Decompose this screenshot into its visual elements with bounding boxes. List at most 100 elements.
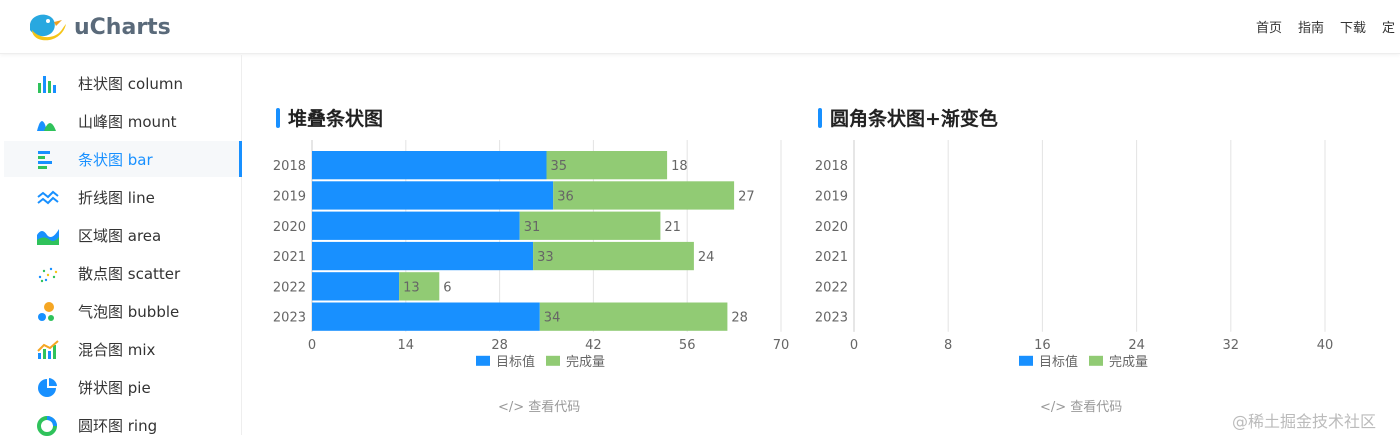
legend-label-completed: 完成量 [1109, 355, 1148, 370]
data-label-target: 36 [557, 189, 574, 204]
data-label-target: 33 [537, 250, 554, 265]
sidebar-item-mix[interactable]: 混合图 mix [4, 331, 242, 367]
data-label-completed: 21 [664, 220, 681, 235]
sidebar-item-mount[interactable]: 山峰图 mount [4, 103, 242, 139]
x-tick-label: 42 [585, 338, 602, 353]
y-tick-label: 2019 [815, 189, 848, 204]
data-label-completed: 24 [698, 250, 715, 265]
sidebar-item-label: 区域图 area [78, 227, 162, 245]
mix-chart-icon [37, 340, 59, 359]
bar-target [854, 243, 1243, 255]
sidebar-item-label: 柱状图 column [78, 75, 183, 93]
sidebar-item-label: 混合图 mix [78, 341, 156, 359]
bar-target [854, 213, 1219, 225]
x-tick-label: 16 [1034, 338, 1051, 353]
legend-label-target: 目标值 [496, 354, 535, 370]
sidebar-item-column[interactable]: 柱状图 column [4, 65, 242, 101]
bar-target [854, 152, 1266, 164]
legend-swatch-target [476, 355, 490, 366]
bar-completed [553, 181, 735, 210]
sidebar-item-area[interactable]: 区域图 area [4, 217, 242, 253]
data-label-target: 31 [524, 220, 541, 235]
chart-title-text: 圆角条状图+渐变色 [830, 108, 998, 130]
top-nav: 首页 指南 下载 定 [1256, 17, 1400, 36]
app-name: uCharts [74, 14, 171, 40]
view-code-link-gradient[interactable]: </> 查看代码 [1040, 400, 1123, 415]
data-label-target: 34 [544, 311, 561, 326]
nav-home[interactable]: 首页 [1256, 21, 1283, 36]
y-tick-label: 2022 [273, 280, 306, 295]
y-tick-label: 2023 [815, 311, 848, 326]
title-accent-bar [276, 107, 280, 128]
y-tick-label: 2020 [815, 220, 848, 235]
y-tick-label: 2021 [273, 250, 306, 265]
x-tick-label: 28 [491, 338, 508, 353]
sidebar-item-label: 山峰图 mount [78, 113, 177, 131]
x-tick-label: 14 [398, 338, 415, 353]
data-label-target: 35 [551, 159, 568, 174]
sidebar-item-label: 条状图 bar [78, 151, 153, 169]
x-tick-label: 0 [308, 338, 316, 353]
y-tick-label: 2022 [815, 280, 848, 295]
y-tick-label: 2023 [273, 311, 306, 326]
data-label-completed: 28 [731, 311, 748, 326]
bar-completed [546, 151, 668, 180]
chart-title-gradient: 圆角条状图+渐变色 [818, 104, 998, 131]
bird-logo-icon [30, 14, 66, 41]
nav-more[interactable]: 定 [1382, 21, 1396, 36]
ring-chart-icon [37, 416, 57, 436]
bar-target [854, 182, 1278, 194]
bar-completed [854, 318, 1184, 330]
column-chart-icon [38, 76, 56, 93]
sidebar-item-pie[interactable]: 饼状图 pie [4, 369, 242, 405]
sidebar-item-bar[interactable]: 条状图 bar [4, 141, 242, 177]
legend-label-target: 目标值 [1039, 354, 1078, 370]
data-label-completed: 27 [738, 189, 755, 204]
logo[interactable]: uCharts [26, 8, 171, 46]
bar-completed [854, 257, 1137, 269]
view-code-link-stacked[interactable]: </> 查看代码 [498, 400, 581, 415]
bar-target [312, 181, 554, 210]
sidebar-item-label: 饼状图 pie [78, 379, 151, 397]
bar-chart-icon [38, 151, 52, 169]
stacked-bar-chart: 0 14 28 42 56 70 2018 35 18 2019 36 27 2020 31 21 2021 3… [273, 140, 789, 370]
chart-title-text: 堆叠条状图 [288, 108, 384, 130]
x-tick-label: 56 [679, 338, 696, 353]
legend-swatch-completed [1089, 355, 1103, 366]
bar-completed [533, 241, 694, 271]
bar-target [312, 241, 534, 271]
scatter-chart-icon [38, 267, 58, 283]
bar-target [312, 302, 540, 331]
sidebar-item-bubble[interactable]: 气泡图 bubble [4, 293, 242, 329]
y-tick-label: 2019 [273, 189, 306, 204]
bar-target [312, 272, 400, 301]
nav-guide[interactable]: 指南 [1298, 21, 1325, 36]
sidebar-item-scatter[interactable]: 散点图 scatter [4, 255, 242, 291]
sidebar-item-ring[interactable]: 圆环图 ring [4, 407, 242, 443]
sidebar-item-label: 圆环图 ring [78, 417, 158, 435]
top-header: uCharts 首页 指南 下载 定 [0, 0, 1400, 54]
bar-target [854, 273, 1007, 285]
data-label-target: 13 [403, 280, 420, 295]
bar-target [312, 151, 547, 180]
nav-download[interactable]: 下载 [1340, 21, 1367, 36]
x-tick-label: 32 [1223, 338, 1240, 353]
watermark: @稀土掘金技术社区 [1232, 412, 1377, 431]
mount-chart-icon [37, 121, 56, 131]
x-tick-label: 40 [1317, 338, 1334, 353]
sidebar-item-label: 折线图 line [78, 189, 155, 207]
x-tick-label: 24 [1128, 338, 1145, 353]
bubble-chart-icon [38, 302, 54, 321]
data-label-completed: 18 [671, 159, 688, 174]
y-tick-label: 2018 [273, 159, 306, 174]
bar-completed [519, 211, 661, 240]
sidebar-item-line[interactable]: 折线图 line [4, 179, 242, 215]
bar-target [854, 304, 1254, 316]
legend-label-completed: 完成量 [566, 355, 605, 370]
sidebar-item-label: 气泡图 bubble [78, 303, 180, 321]
bar-completed [854, 196, 1172, 208]
bar-completed [539, 302, 728, 331]
bar-completed [854, 166, 1066, 178]
bar-target [312, 211, 520, 240]
pie-chart-icon [38, 378, 57, 397]
